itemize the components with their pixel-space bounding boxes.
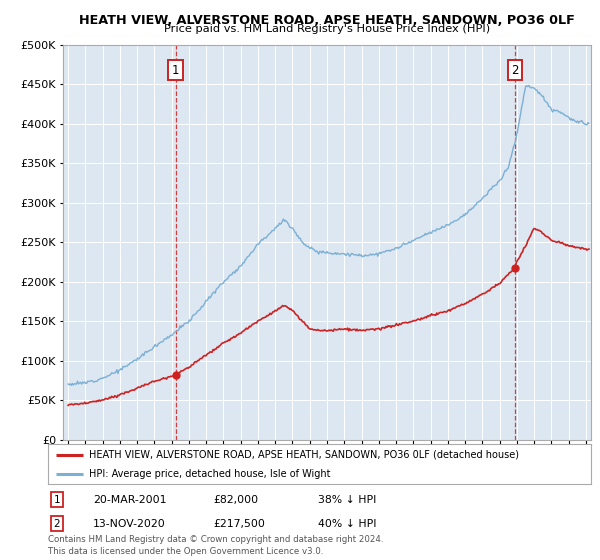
Text: 40% ↓ HPI: 40% ↓ HPI [318, 519, 377, 529]
Text: £217,500: £217,500 [213, 519, 265, 529]
Text: 2: 2 [511, 64, 518, 77]
Text: HEATH VIEW, ALVERSTONE ROAD, APSE HEATH, SANDOWN, PO36 0LF: HEATH VIEW, ALVERSTONE ROAD, APSE HEATH,… [79, 14, 575, 27]
Text: 1: 1 [172, 64, 179, 77]
Text: Contains HM Land Registry data © Crown copyright and database right 2024.
This d: Contains HM Land Registry data © Crown c… [48, 535, 383, 556]
Text: 13-NOV-2020: 13-NOV-2020 [93, 519, 166, 529]
Text: HEATH VIEW, ALVERSTONE ROAD, APSE HEATH, SANDOWN, PO36 0LF (detached house): HEATH VIEW, ALVERSTONE ROAD, APSE HEATH,… [89, 450, 519, 460]
Text: 2: 2 [53, 519, 61, 529]
Text: 38% ↓ HPI: 38% ↓ HPI [318, 494, 376, 505]
Text: HPI: Average price, detached house, Isle of Wight: HPI: Average price, detached house, Isle… [89, 469, 330, 478]
Text: Price paid vs. HM Land Registry's House Price Index (HPI): Price paid vs. HM Land Registry's House … [164, 24, 490, 34]
Text: £82,000: £82,000 [213, 494, 258, 505]
Text: 20-MAR-2001: 20-MAR-2001 [93, 494, 167, 505]
Text: 1: 1 [53, 494, 61, 505]
